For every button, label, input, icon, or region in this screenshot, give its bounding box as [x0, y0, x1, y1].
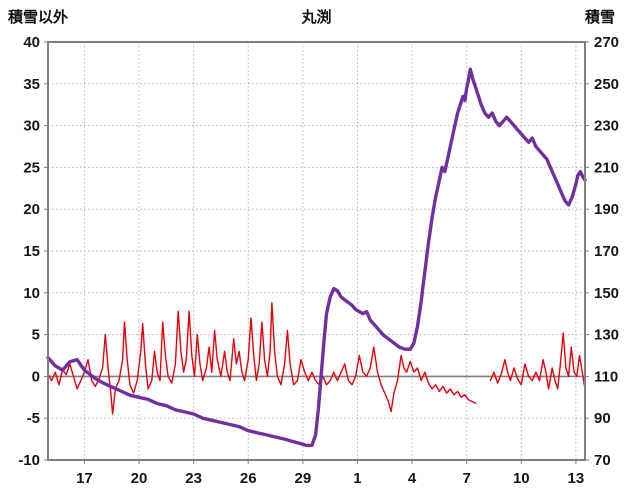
x-tick-label: 26: [240, 470, 257, 487]
x-tick-label: 23: [185, 470, 202, 487]
chart-title: 丸渕: [301, 9, 332, 26]
right-tick-label: 210: [594, 159, 619, 176]
right-axis-header: 積雪: [585, 9, 616, 26]
series-line-1: [46, 67, 587, 448]
right-tick-label: 110: [594, 368, 618, 385]
left-tick-label: -5: [27, 410, 40, 427]
x-tick-label: 10: [513, 470, 530, 487]
left-tick-label: 35: [23, 76, 40, 93]
x-tick-label: 7: [463, 470, 471, 487]
right-tick-label: 250: [594, 76, 619, 93]
right-tick-label: 170: [594, 243, 619, 260]
left-tick-label: 40: [23, 34, 40, 51]
right-tick-label: 130: [594, 327, 619, 344]
gridlines: [48, 42, 585, 460]
x-tick-label: 29: [295, 470, 312, 487]
left-tick-label: 25: [23, 159, 40, 176]
left-tick-label: 15: [23, 243, 40, 260]
tick-labels: 4035302520151050-5-102702502302101901701…: [18, 34, 619, 487]
x-tick-label: 4: [408, 470, 417, 487]
x-tick-label: 17: [76, 470, 93, 487]
left-tick-label: 10: [23, 285, 40, 302]
left-tick-label: 20: [23, 201, 40, 218]
x-tick-label: 1: [353, 470, 361, 487]
series-line-0: [489, 332, 586, 390]
left-tick-label: 0: [32, 368, 40, 385]
left-tick-label: 5: [32, 327, 40, 344]
left-axis-header: 積雪以外: [8, 9, 69, 26]
right-tick-label: 270: [594, 34, 619, 51]
left-tick-label: -10: [18, 452, 40, 469]
tick-marks: [44, 41, 589, 464]
right-tick-label: 90: [594, 410, 611, 427]
right-tick-label: 230: [594, 118, 619, 135]
right-tick-label: 150: [594, 285, 619, 302]
x-tick-label: 13: [568, 470, 585, 487]
x-tick-label: 20: [131, 470, 148, 487]
series-line-0: [47, 302, 477, 415]
right-tick-label: 70: [594, 452, 611, 469]
left-tick-label: 30: [23, 118, 40, 135]
right-tick-label: 190: [594, 201, 619, 218]
